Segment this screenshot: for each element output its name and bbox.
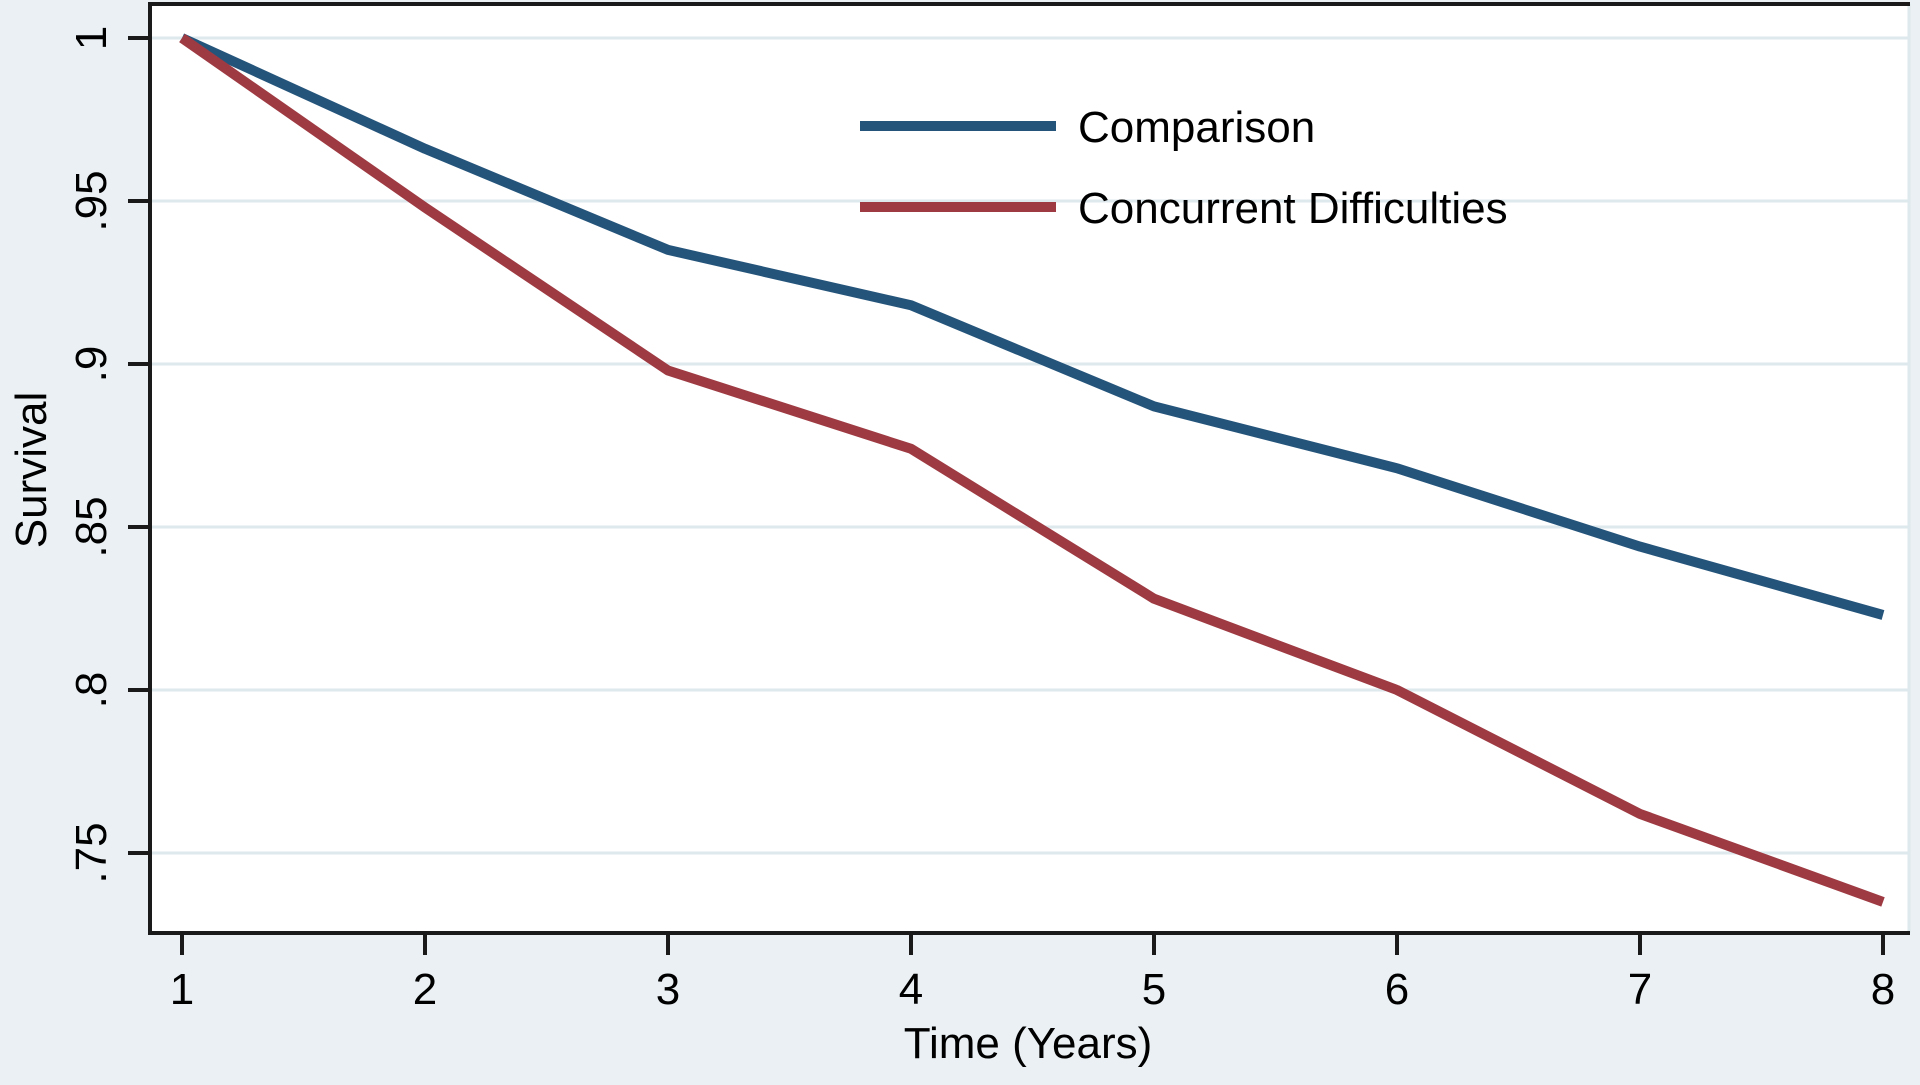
- x-tick-label-1: 1: [170, 965, 194, 1014]
- x-tick-label-4: 4: [899, 965, 923, 1014]
- y-tick-label-75: .75: [67, 822, 116, 883]
- y-tick-label-95: .95: [67, 170, 116, 231]
- x-tick-label-2: 2: [413, 965, 437, 1014]
- series-line-comparison: [179, 33, 1885, 620]
- x-tick-label-6: 6: [1385, 965, 1409, 1014]
- y-tick-label-85: .85: [67, 496, 116, 557]
- legend: Comparison Concurrent Difficulties: [860, 103, 1508, 233]
- x-tick-label-5: 5: [1142, 965, 1166, 1014]
- x-tick-label-7: 7: [1628, 965, 1652, 1014]
- legend-swatch-concurrent-difficulties: [860, 202, 1056, 212]
- legend-label-concurrent-difficulties: Concurrent Difficulties: [1078, 184, 1508, 233]
- legend-swatch-comparison: [860, 121, 1056, 131]
- y-axis-title: Survival: [7, 392, 56, 549]
- x-axis-title: Time (Years): [904, 1019, 1153, 1068]
- series-line-concurrent-difficulties: [179, 33, 1885, 907]
- x-tick-label-8: 8: [1871, 965, 1895, 1014]
- x-tick-label-3: 3: [656, 965, 680, 1014]
- y-tick-label-1: 1: [67, 26, 116, 50]
- y-tick-label-9: .9: [67, 346, 116, 383]
- y-tick-label-8: .8: [67, 672, 116, 709]
- legend-label-comparison: Comparison: [1078, 103, 1315, 152]
